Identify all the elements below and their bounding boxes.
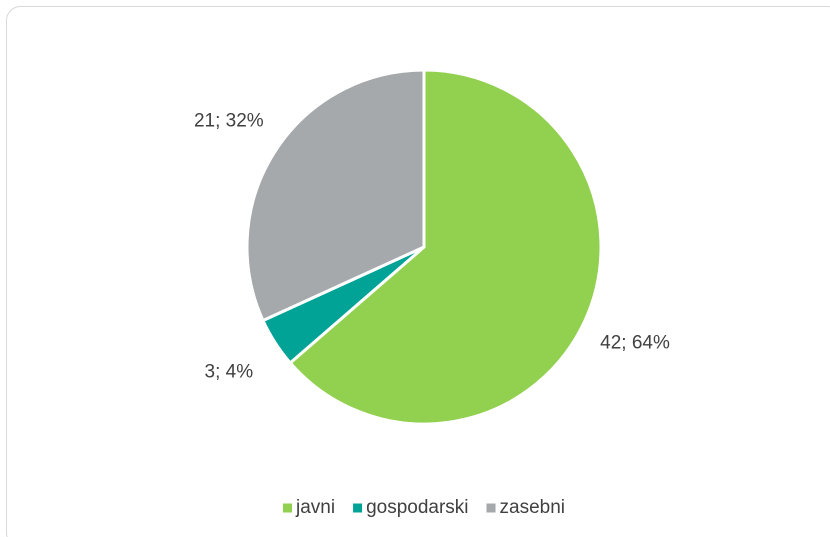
pie-slice (288, 68, 603, 426)
pie-slice (245, 68, 426, 323)
legend: javni gospodarski zasebni (282, 497, 566, 518)
pie (245, 68, 603, 426)
legend-label: javni (295, 497, 335, 518)
legend-label: zasebni (500, 497, 566, 518)
data-label: 3; 4% (205, 361, 254, 382)
legend-swatch (282, 503, 292, 513)
legend-label: gospodarski (366, 497, 468, 518)
legend-swatch (486, 503, 496, 513)
data-label: 42; 64% (600, 332, 670, 353)
legend-swatch (353, 503, 363, 513)
data-label: 21; 32% (194, 111, 264, 132)
